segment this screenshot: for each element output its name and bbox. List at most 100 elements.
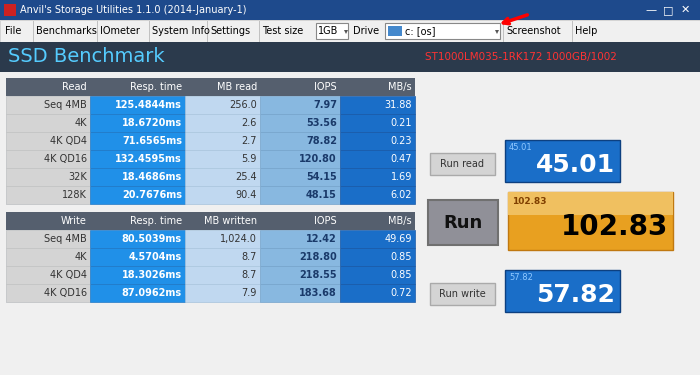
Bar (90, 114, 185, 132)
Bar (90, 284, 185, 302)
Bar (6, 132, 415, 150)
Text: 218.55: 218.55 (300, 270, 337, 280)
Bar (6, 96, 415, 114)
Text: 4K: 4K (74, 118, 87, 128)
Bar (90, 266, 185, 284)
Bar (340, 284, 415, 302)
Text: —: — (645, 5, 656, 15)
Bar (6, 284, 415, 302)
Bar (0, 42, 700, 72)
Bar (185, 168, 260, 186)
Text: ST1000LM035-1RK172 1000GB/1002: ST1000LM035-1RK172 1000GB/1002 (425, 52, 617, 62)
Text: 45.01: 45.01 (509, 144, 533, 153)
Polygon shape (495, 30, 499, 34)
Bar (388, 26, 402, 36)
Text: 1,024.0: 1,024.0 (220, 234, 257, 244)
Text: MB/s: MB/s (389, 216, 412, 226)
Bar (6, 186, 415, 204)
Text: MB read: MB read (217, 82, 257, 92)
Bar (6, 230, 90, 248)
Text: Benchmarks: Benchmarks (36, 26, 97, 36)
Text: 4K QD4: 4K QD4 (50, 270, 87, 280)
Text: 256.0: 256.0 (230, 100, 257, 110)
Text: 2.6: 2.6 (241, 118, 257, 128)
Bar (6, 168, 415, 186)
Bar (505, 140, 620, 182)
Text: 1.69: 1.69 (391, 172, 412, 182)
Bar (260, 248, 340, 266)
Text: 18.3026ms: 18.3026ms (122, 270, 182, 280)
Bar (340, 248, 415, 266)
Bar (260, 168, 340, 186)
Text: 71.6565ms: 71.6565ms (122, 136, 182, 146)
Bar (340, 132, 415, 150)
Bar (6, 96, 90, 114)
Text: 125.4844ms: 125.4844ms (115, 100, 182, 110)
Text: 7.97: 7.97 (313, 100, 337, 110)
Text: Anvil's Storage Utilities 1.1.0 (2014-January-1): Anvil's Storage Utilities 1.1.0 (2014-Ja… (20, 5, 246, 15)
Bar (340, 186, 415, 204)
Bar (185, 150, 260, 168)
Text: 4K QD16: 4K QD16 (44, 288, 87, 298)
Text: 8.7: 8.7 (241, 270, 257, 280)
Bar (260, 132, 340, 150)
Text: Screenshot: Screenshot (506, 26, 561, 36)
Text: MB/s: MB/s (389, 82, 412, 92)
Bar (385, 23, 500, 39)
Text: IOmeter: IOmeter (100, 26, 140, 36)
Bar (90, 96, 185, 114)
Text: 32K: 32K (69, 172, 87, 182)
Bar (185, 284, 260, 302)
Bar (90, 248, 185, 266)
Bar (6, 150, 415, 168)
Text: 18.6720ms: 18.6720ms (122, 118, 182, 128)
Text: Resp. time: Resp. time (130, 82, 182, 92)
Bar (260, 266, 340, 284)
Text: Drive: Drive (353, 26, 379, 36)
Bar (508, 192, 673, 215)
Text: 218.80: 218.80 (300, 252, 337, 262)
Text: 0.72: 0.72 (391, 288, 412, 298)
Text: 57.82: 57.82 (536, 283, 615, 307)
Text: 54.15: 54.15 (307, 172, 337, 182)
Bar (6, 230, 415, 248)
Text: 128K: 128K (62, 190, 87, 200)
Bar (185, 96, 260, 114)
Bar (340, 168, 415, 186)
Bar (260, 150, 340, 168)
Bar (316, 23, 348, 39)
Bar (185, 248, 260, 266)
Text: 4K: 4K (74, 252, 87, 262)
Text: 12.42: 12.42 (307, 234, 337, 244)
Text: 2.7: 2.7 (241, 136, 257, 146)
Text: Write: Write (61, 216, 87, 226)
Bar (6, 168, 90, 186)
Bar (6, 78, 415, 96)
Bar (6, 284, 90, 302)
Bar (0, 0, 700, 20)
Bar (185, 230, 260, 248)
Text: 102.83: 102.83 (561, 213, 668, 241)
Text: 25.4: 25.4 (235, 172, 257, 182)
Bar (6, 186, 90, 204)
Bar (6, 266, 90, 284)
Text: 78.82: 78.82 (306, 136, 337, 146)
Text: 18.4686ms: 18.4686ms (122, 172, 182, 182)
Bar (260, 114, 340, 132)
Polygon shape (344, 30, 348, 34)
Bar (90, 168, 185, 186)
Bar (260, 230, 340, 248)
Bar (340, 96, 415, 114)
Text: 4.5704ms: 4.5704ms (129, 252, 182, 262)
Text: □: □ (663, 5, 673, 15)
Text: c: [os]: c: [os] (405, 26, 435, 36)
Bar (260, 96, 340, 114)
Text: Run read: Run read (440, 159, 484, 169)
Text: 0.47: 0.47 (391, 154, 412, 164)
Text: System Info: System Info (152, 26, 210, 36)
Text: 1GB: 1GB (318, 26, 338, 36)
Text: 102.83: 102.83 (512, 198, 547, 207)
Text: 4K QD16: 4K QD16 (44, 154, 87, 164)
Bar (6, 114, 90, 132)
Text: Seq 4MB: Seq 4MB (44, 100, 87, 110)
